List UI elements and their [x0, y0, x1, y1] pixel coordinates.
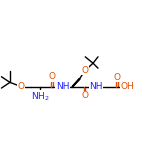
- Text: O: O: [81, 91, 88, 100]
- Text: O: O: [82, 66, 89, 75]
- Text: O: O: [18, 82, 25, 91]
- Text: O: O: [114, 73, 121, 82]
- Polygon shape: [73, 79, 80, 87]
- Text: OH: OH: [120, 82, 134, 91]
- Text: NH$_2$: NH$_2$: [31, 90, 50, 103]
- Text: NH: NH: [56, 82, 69, 91]
- Text: O: O: [48, 72, 55, 81]
- Text: NH: NH: [89, 82, 103, 91]
